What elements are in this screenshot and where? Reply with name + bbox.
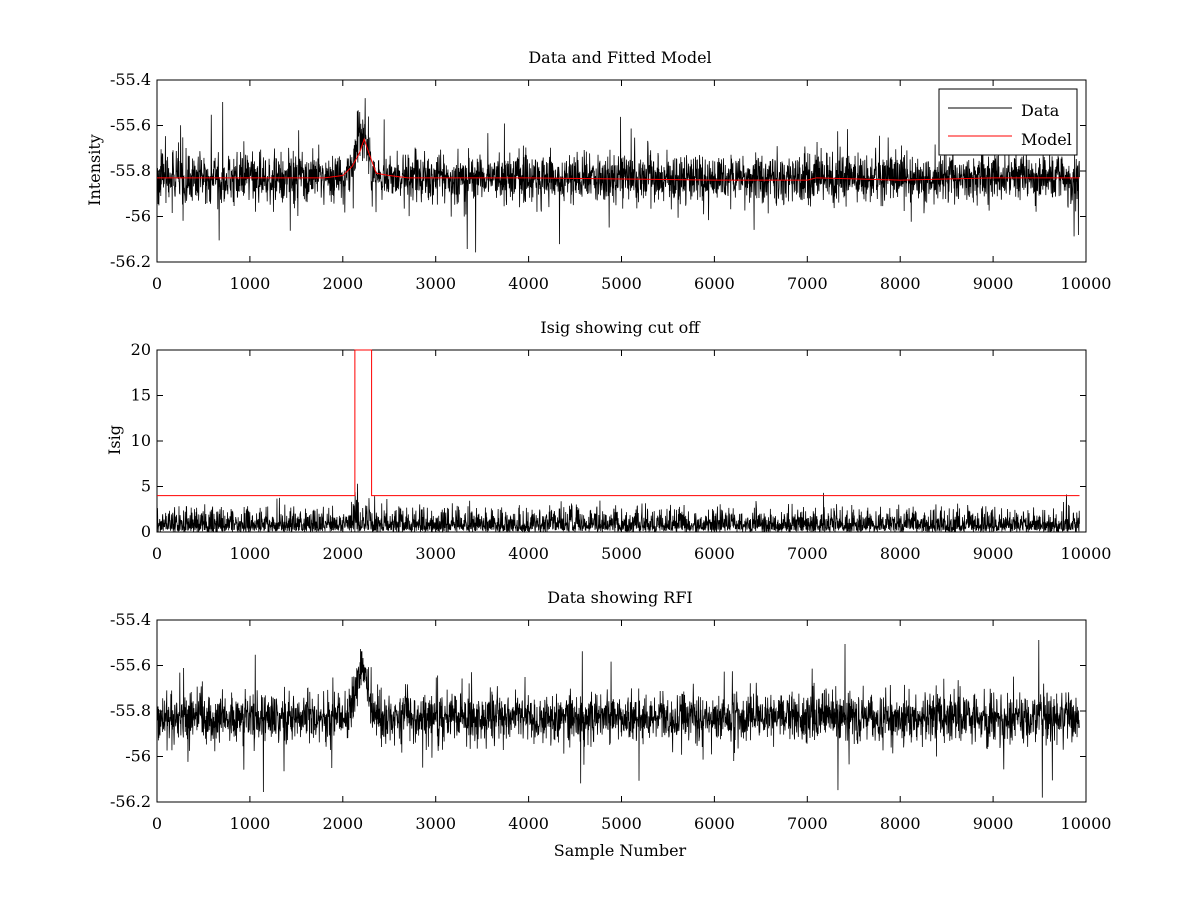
y-axis-label: Intensity — [85, 134, 104, 206]
x-tick-label: 3000 — [415, 814, 456, 833]
x-tick-label: 6000 — [694, 274, 735, 293]
x-tick-label: 8000 — [880, 274, 921, 293]
y-tick-label: 0 — [141, 522, 151, 541]
x-tick-label: 1000 — [230, 274, 271, 293]
x-tick-label: 0 — [152, 814, 162, 833]
y-tick-label: -55.4 — [110, 610, 151, 629]
x-tick-label: 9000 — [973, 814, 1014, 833]
y-tick-label: -55.8 — [110, 161, 151, 180]
x-tick-label: 4000 — [508, 544, 549, 563]
x-tick-label: 9000 — [973, 544, 1014, 563]
x-tick-label: 7000 — [787, 544, 828, 563]
x-tick-label: 5000 — [601, 544, 642, 563]
plot-area — [156, 79, 1087, 263]
series-cut-off — [157, 349, 1080, 497]
legend: Data Model — [938, 88, 1078, 156]
series-isig — [156, 483, 1080, 534]
x-tick-label: 7000 — [787, 274, 828, 293]
y-tick-label: -55.6 — [110, 656, 151, 675]
panel-title: Data and Fitted Model — [528, 48, 711, 67]
series-model — [157, 137, 1080, 181]
x-tick-label: 10000 — [1061, 274, 1112, 293]
y-tick-label: -56.2 — [110, 252, 151, 271]
legend-entry-data: Data — [1021, 101, 1060, 120]
x-tick-label: 1000 — [230, 814, 271, 833]
x-tick-label: 5000 — [601, 814, 642, 833]
x-tick-label: 3000 — [415, 274, 456, 293]
x-tick-label: 8000 — [880, 814, 921, 833]
y-tick-label: -55.6 — [110, 116, 151, 135]
x-tick-label: 0 — [152, 544, 162, 563]
x-tick-label: 6000 — [694, 814, 735, 833]
x-tick-label: 2000 — [322, 274, 363, 293]
x-tick-label: 7000 — [787, 814, 828, 833]
x-tick-label: 9000 — [973, 274, 1014, 293]
y-tick-label: -55.8 — [110, 701, 151, 720]
tick-labels: 0 1000 2000 3000 4000 5000 6000 7000 8000 9000 100… — [110, 610, 1111, 833]
tick-labels: 0 1000 2000 3000 4000 5000 6000 7000 8000 9000 100… — [131, 340, 1112, 563]
x-tick-label: 4000 — [508, 274, 549, 293]
legend-entry-model: Model — [1021, 130, 1072, 149]
x-tick-label: 2000 — [322, 544, 363, 563]
panel-data-rfi: Data showing RFI Sample Number 0 1000 2000… — [110, 588, 1111, 860]
x-tick-label: 8000 — [880, 544, 921, 563]
x-tick-label: 5000 — [601, 274, 642, 293]
x-tick-label: 10000 — [1061, 544, 1112, 563]
y-axis-label: Isig — [105, 425, 124, 455]
x-tick-label: 1000 — [230, 544, 271, 563]
x-axis-label: Sample Number — [554, 841, 687, 860]
plot-area — [156, 619, 1087, 803]
y-tick-label: -56 — [125, 747, 151, 766]
x-tick-label: 2000 — [322, 814, 363, 833]
legend-box — [938, 88, 1078, 156]
series-data — [156, 98, 1080, 253]
x-tick-label: 10000 — [1061, 814, 1112, 833]
series-data — [156, 640, 1080, 798]
x-tick-label: 0 — [152, 274, 162, 293]
panel-isig-cutoff: Isig showing cut off Isig 0 1000 2000 3000 4… — [105, 318, 1111, 563]
panel-data-and-model: Data and Fitted Model Intensity 0 1000 200… — [85, 48, 1111, 293]
y-tick-label: 5 — [141, 477, 151, 496]
y-tick-label: -55.4 — [110, 70, 151, 89]
tick-labels: 0 1000 2000 3000 4000 5000 6000 7000 8000 9000 100… — [110, 70, 1111, 293]
y-tick-label: -56 — [125, 207, 151, 226]
y-tick-label: -56.2 — [110, 792, 151, 811]
y-tick-label: 10 — [131, 431, 151, 450]
x-tick-label: 3000 — [415, 544, 456, 563]
panel-title: Isig showing cut off — [540, 318, 701, 337]
y-tick-label: 20 — [131, 340, 151, 359]
x-tick-label: 6000 — [694, 544, 735, 563]
panel-title: Data showing RFI — [547, 588, 692, 607]
y-tick-label: 15 — [131, 386, 151, 405]
plot-area — [156, 349, 1087, 534]
x-tick-label: 4000 — [508, 814, 549, 833]
